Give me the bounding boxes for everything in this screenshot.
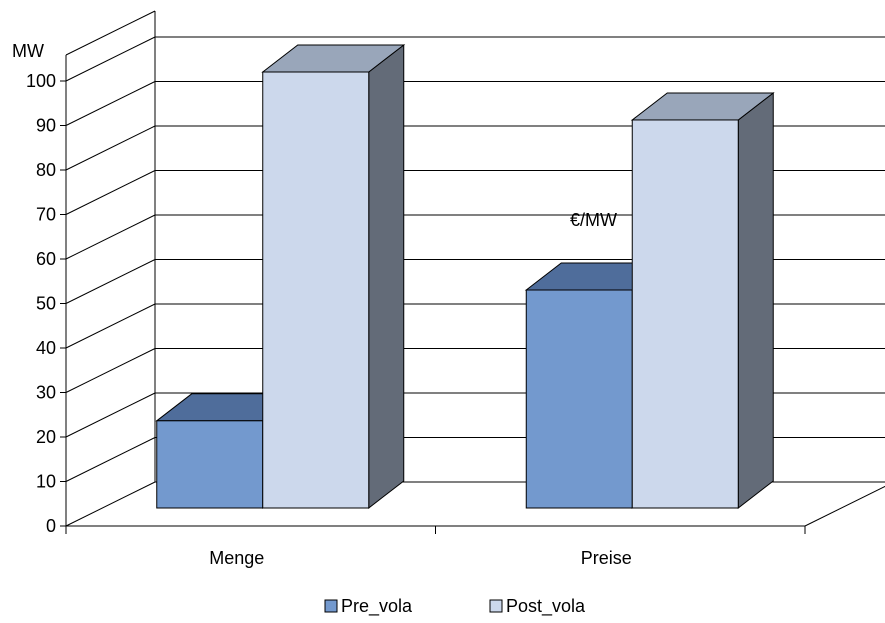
- bars: [155, 43, 775, 510]
- bar-front: [262, 71, 370, 509]
- gridline-side: [65, 259, 156, 304]
- gridline-side: [65, 392, 156, 438]
- y-tick-labels: 0 10 20 30 40 50 60 70 80 90 100: [26, 71, 56, 536]
- y-tick-label: 10: [36, 472, 56, 492]
- y-tick-label: 70: [36, 205, 56, 225]
- bar-front: [525, 289, 633, 509]
- gridline-side: [65, 170, 156, 215]
- y-tick-label: 40: [36, 338, 56, 358]
- bar-front: [156, 420, 264, 509]
- bar-front: [631, 119, 739, 509]
- legend-label: Pre_vola: [341, 596, 413, 617]
- gridline-side: [65, 214, 156, 260]
- y-tick-label: 80: [36, 160, 56, 180]
- x-tick-label: Menge: [209, 548, 264, 568]
- y-tick-label: 0: [46, 516, 56, 536]
- y-axis-label: MW: [12, 41, 44, 61]
- gridline-side: [65, 303, 156, 349]
- legend-item-pre-vola: Pre_vola: [324, 596, 413, 617]
- y-tick-label: 20: [36, 427, 56, 447]
- gridline-side: [65, 125, 156, 171]
- x-tick-label: Preise: [581, 548, 632, 568]
- bar-menge-post-vola: [261, 43, 406, 510]
- floor-right-edge: [804, 485, 885, 527]
- legend-label: Post_vola: [506, 596, 586, 617]
- gridline-side: [65, 481, 156, 527]
- y-tick-label: 90: [36, 116, 56, 136]
- bar-side: [368, 43, 405, 510]
- y-tick-label: 60: [36, 249, 56, 269]
- gridline-side: [65, 348, 156, 393]
- y-tick-label: 100: [26, 71, 56, 91]
- legend-item-post-vola: Post_vola: [489, 596, 586, 617]
- bar-side: [737, 91, 774, 510]
- side-wall-top-edge: [65, 10, 156, 56]
- bar-preise-post-vola: [630, 91, 775, 510]
- gridline-side: [65, 36, 156, 82]
- unit-annotation: €/MW: [570, 210, 617, 230]
- chart-walls: [65, 10, 885, 527]
- legend: Pre_vola Post_vola: [324, 596, 586, 617]
- x-tick-labels: Menge Preise: [209, 548, 632, 568]
- axes: [60, 55, 806, 534]
- y-tick-label: 30: [36, 383, 56, 403]
- gridline-side: [65, 81, 156, 126]
- legend-swatch: [489, 599, 503, 613]
- legend-swatch: [324, 599, 338, 613]
- gridline-side: [65, 437, 156, 482]
- y-tick-label: 50: [36, 294, 56, 314]
